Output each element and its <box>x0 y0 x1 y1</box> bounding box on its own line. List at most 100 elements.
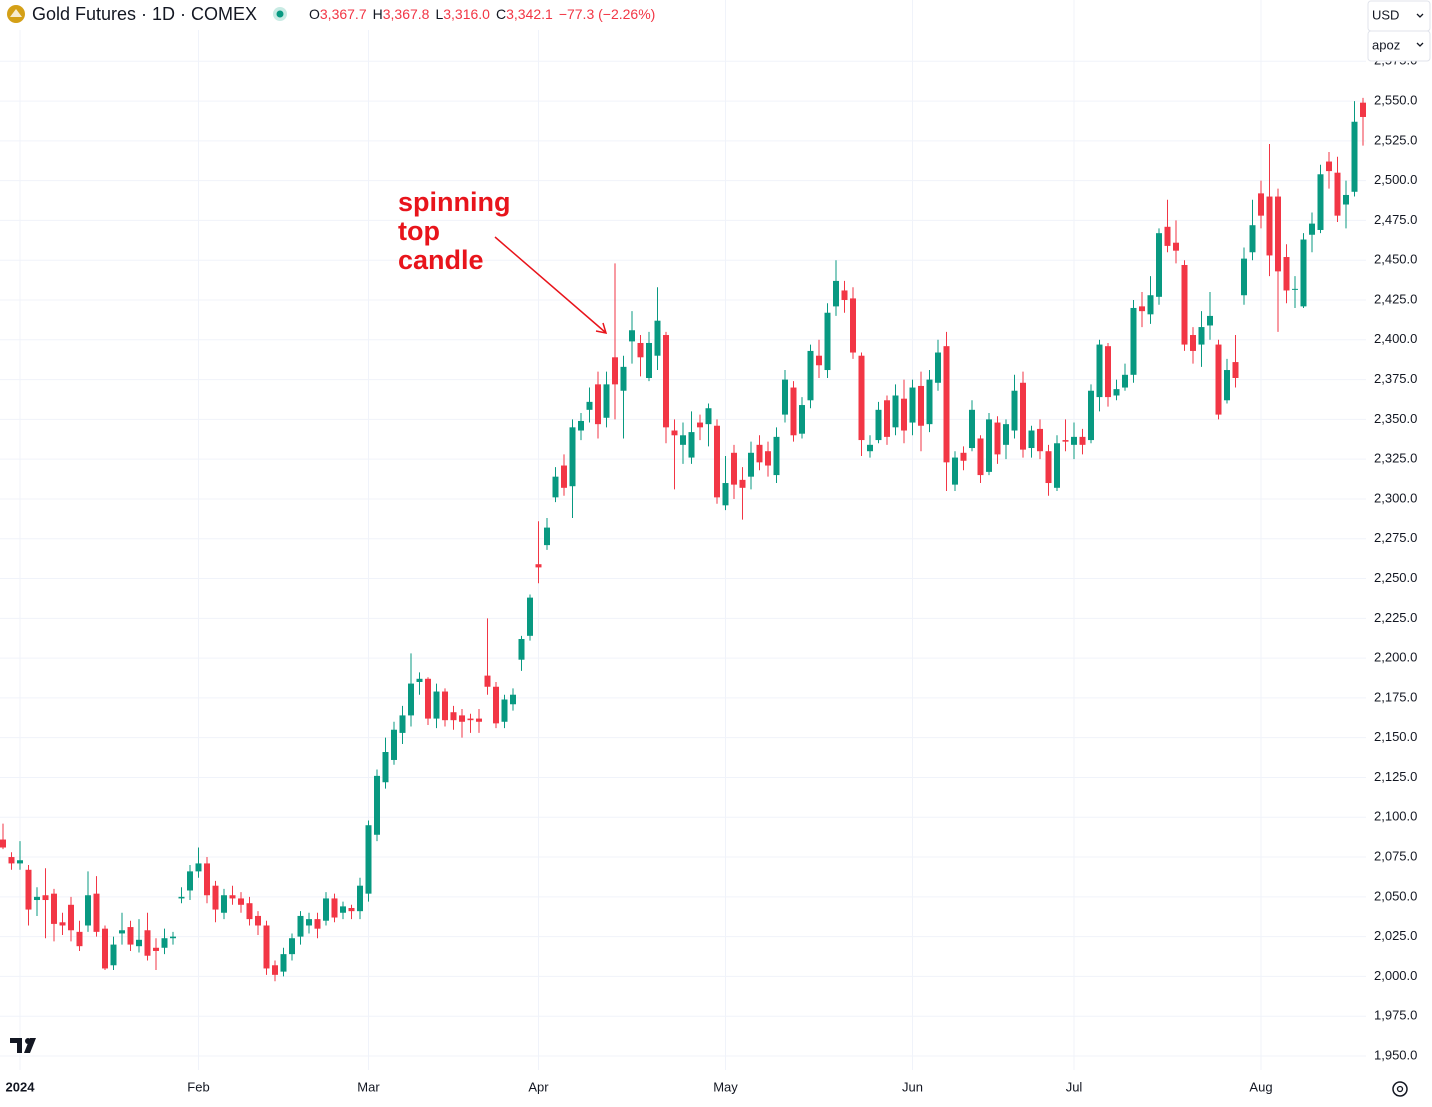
candle-body <box>969 409 975 449</box>
chart-title[interactable]: Gold Futures · 1D · COMEX <box>32 4 257 24</box>
candle-body <box>807 350 814 401</box>
scale-box[interactable] <box>1367 30 1431 62</box>
y-tick-label: 2,325.0 <box>1374 451 1417 466</box>
y-tick-label: 2,300.0 <box>1374 490 1417 505</box>
y-tick-label: 2,550.0 <box>1374 93 1417 108</box>
candle-body <box>1351 121 1358 192</box>
candle-body <box>799 405 805 434</box>
candles <box>0 97 1366 982</box>
candle-body <box>1071 436 1077 445</box>
candle-body <box>918 385 924 426</box>
candle-body <box>246 903 253 920</box>
candle-body <box>935 352 941 383</box>
candle-body <box>603 384 610 418</box>
chevron <box>1416 42 1424 47</box>
x-tick-label: Apr <box>528 1079 549 1094</box>
currency[interactable]: USD <box>1372 7 1399 22</box>
candle-body <box>773 436 780 476</box>
candle-body <box>357 885 363 912</box>
candle-body <box>731 452 737 485</box>
candle-body <box>1164 226 1171 246</box>
y-tick-label: 2,275.0 <box>1374 530 1417 545</box>
candle-body <box>1207 315 1213 326</box>
candle-body <box>552 476 559 498</box>
y-tick-label: 2,025.0 <box>1374 928 1417 943</box>
candle-body <box>153 947 159 951</box>
candle-body <box>76 931 83 947</box>
candle-body <box>637 342 644 358</box>
candle-body <box>365 825 372 894</box>
candle-body <box>1309 223 1315 235</box>
axes: 1,950.0 1,975.0 2,000.0 2,025.0 2,050.0 2,075… <box>6 53 1418 1095</box>
candle-body <box>705 408 712 425</box>
candle-body <box>68 904 74 931</box>
candle-body <box>306 919 312 926</box>
candle-body <box>1020 382 1026 450</box>
x-tick-label: Mar <box>357 1079 380 1094</box>
y-tick-label: 2,075.0 <box>1374 848 1417 863</box>
candle-body <box>1275 196 1281 272</box>
candle-body <box>1283 257 1290 291</box>
y-tick-label: 2,250.0 <box>1374 570 1417 585</box>
candle-body <box>722 483 729 506</box>
candle-body <box>1360 102 1366 117</box>
y-tick-label: 1,975.0 <box>1374 1008 1417 1023</box>
quote-label: C <box>496 6 506 22</box>
candle-body <box>1266 196 1273 256</box>
y-tick-label: 2,225.0 <box>1374 610 1417 625</box>
annotation-text: candle <box>398 245 484 275</box>
candle-body <box>8 857 15 864</box>
candle-body <box>348 907 355 912</box>
candle-body <box>629 330 635 342</box>
candle-body <box>459 715 465 722</box>
candle-body <box>586 401 593 410</box>
candle-body <box>620 366 627 391</box>
candle-body <box>280 954 287 972</box>
candle-body <box>340 906 346 913</box>
candle-body <box>1054 443 1060 488</box>
candle-body <box>952 457 958 485</box>
candle-body <box>688 432 695 458</box>
y-tick-label: 2,400.0 <box>1374 331 1417 346</box>
settings-icon-center <box>1396 1085 1404 1093</box>
quote-label: L <box>435 6 443 22</box>
candle-body <box>1130 307 1137 375</box>
candle-body <box>790 387 797 436</box>
y-tick-label: 2,200.0 <box>1374 650 1417 665</box>
chevron <box>1416 13 1424 18</box>
candle-body <box>391 729 397 760</box>
settings-icon[interactable] <box>1392 1081 1408 1097</box>
candle-body <box>986 419 992 472</box>
y-tick-label: 2,175.0 <box>1374 689 1417 704</box>
candle-body <box>1088 390 1094 441</box>
candle-body <box>1258 193 1264 216</box>
candle-body <box>1215 344 1222 415</box>
annotation-arrow <box>494 236 606 333</box>
candle-body <box>816 355 822 366</box>
y-tick-label: 2,125.0 <box>1374 769 1417 784</box>
candle-body <box>680 435 686 445</box>
candle-body <box>875 409 882 441</box>
candle-body <box>467 718 474 721</box>
candle-body <box>943 346 950 463</box>
scale-menu[interactable]: apoz <box>1372 37 1400 52</box>
candle-body <box>1249 225 1256 253</box>
candle-body <box>127 927 134 945</box>
annotation-text: top <box>398 216 440 246</box>
candle-body <box>1326 161 1332 172</box>
candle-body <box>314 919 321 929</box>
candle-body <box>518 639 525 660</box>
candle-body <box>739 479 746 488</box>
candle-body <box>892 395 899 428</box>
y-tick-label: 2,425.0 <box>1374 291 1417 306</box>
candle-body <box>1113 389 1120 396</box>
y-tick-label: 2,450.0 <box>1374 252 1417 267</box>
candle-body <box>204 863 210 896</box>
candle-body <box>382 752 389 783</box>
candle-body <box>170 936 176 939</box>
x-tick-label: Jul <box>1066 1079 1083 1094</box>
candle-body <box>858 355 865 441</box>
candle-body <box>0 839 6 848</box>
quote-value: 3,316.0 <box>443 6 490 22</box>
y-tick-label: 2,050.0 <box>1374 888 1417 903</box>
